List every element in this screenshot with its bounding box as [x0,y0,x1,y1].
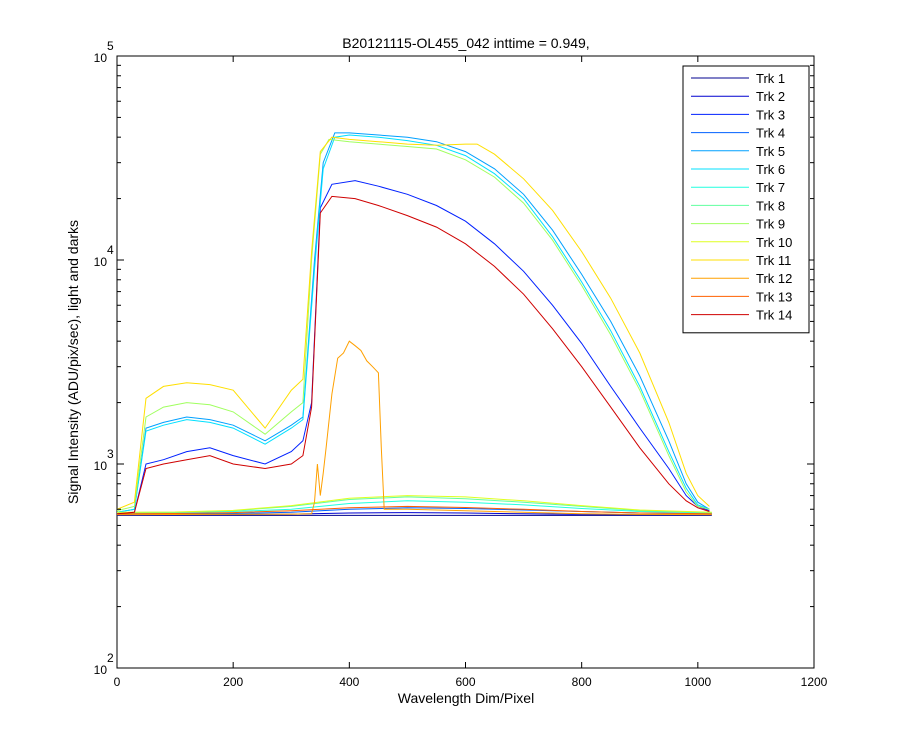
x-tick-label: 1000 [684,675,711,689]
y-tick-label-exponent: 3 [107,447,114,461]
x-tick-label: 0 [114,675,121,689]
y-tick-label-exponent: 2 [107,651,114,665]
legend-label: Trk 5 [756,144,785,159]
legend: Trk 1 Trk 2 Trk 3 Trk 4 Trk 5 Trk 6 Trk 7 Trk 8… [682,65,810,334]
series-line-trk-12 [117,340,712,516]
x-tick-label: 200 [223,675,243,689]
series-line-trk-9 [117,138,710,512]
legend-label: Trk 1 [756,71,785,86]
y-tick-label-exponent: 5 [107,39,114,53]
x-tick-label: 400 [339,675,359,689]
y-tick-label-exponent: 4 [107,243,114,257]
series-line-trk-5 [117,132,710,513]
x-tick-label: 600 [455,675,475,689]
legend-box [682,65,810,334]
y-axis-label: Signal Intensity (ADU/pix/sec), light an… [65,220,81,504]
series-line-trk-11 [117,136,710,510]
y-tick-label-base: 10 [94,663,108,677]
series-line-trk-14 [117,195,710,515]
x-axis: 0 200 400 600 800 1000 1200 [114,56,828,689]
y-tick-label-base: 10 [94,459,108,473]
series-line-trk-3 [117,180,710,515]
y-tick-label-base: 10 [94,51,108,65]
legend-label: Trk 9 [756,217,785,232]
legend-label: Trk 12 [756,271,792,286]
chart-title: B20121115-OL455_042 inttime = 0.949, [342,35,589,51]
series-layer [117,132,712,516]
legend-label: Trk 2 [756,89,785,104]
y-tick-label-base: 10 [94,255,108,269]
legend-label: Trk 13 [756,289,792,304]
series-line-trk-7 [117,500,712,514]
x-axis-label: Wavelength Dim/Pixel [398,690,534,706]
series-line-trk-10 [117,495,712,513]
legend-label: Trk 14 [756,308,792,323]
legend-label: Trk 6 [756,162,785,177]
legend-label: Trk 10 [756,235,792,250]
legend-label: Trk 3 [756,107,785,122]
legend-label: Trk 11 [756,253,791,268]
series-line-trk-6 [117,134,710,513]
legend-label: Trk 8 [756,198,785,213]
legend-label: Trk 7 [756,180,785,195]
x-tick-label: 800 [572,675,592,689]
series-line-trk-13 [117,505,712,515]
legend-label: Trk 4 [756,126,785,141]
x-tick-label: 1200 [801,675,828,689]
